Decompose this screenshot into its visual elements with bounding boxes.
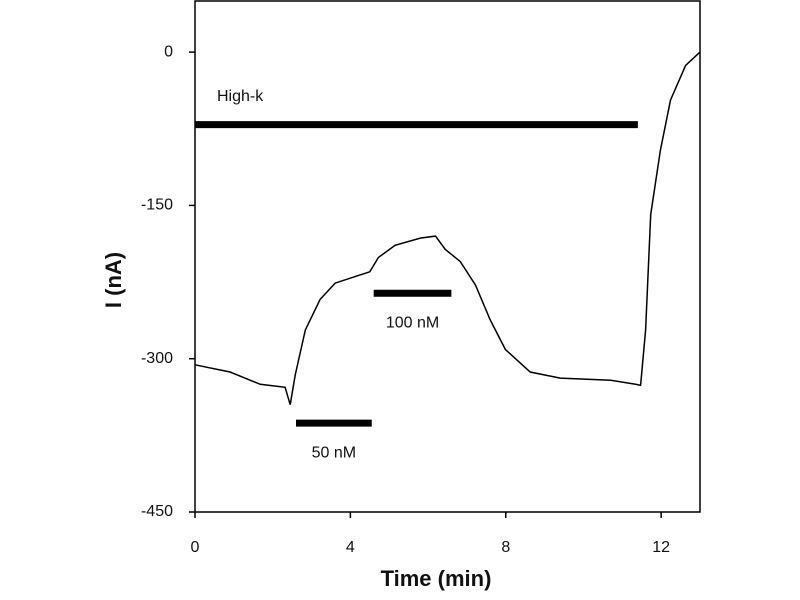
x-tick-label: 4 [346, 539, 355, 556]
y-tick-label: 0 [164, 43, 173, 60]
x-tick-label: 0 [191, 539, 200, 556]
annotation-label: 50 nM [312, 444, 356, 461]
x-axis-label: Time (min) [381, 566, 492, 591]
y-tick-label: -150 [141, 197, 173, 214]
x-tick-label: 12 [652, 539, 670, 556]
annotation-label: High-k [217, 88, 264, 105]
x-tick-label: 8 [501, 539, 510, 556]
annotation-label: 100 nM [386, 315, 439, 332]
y-tick-label: -300 [141, 350, 173, 367]
plot-frame [194, 0, 701, 513]
y-axis-label: I (nA) [101, 252, 126, 308]
current-trace [194, 51, 701, 405]
y-tick-label: -450 [141, 503, 173, 520]
